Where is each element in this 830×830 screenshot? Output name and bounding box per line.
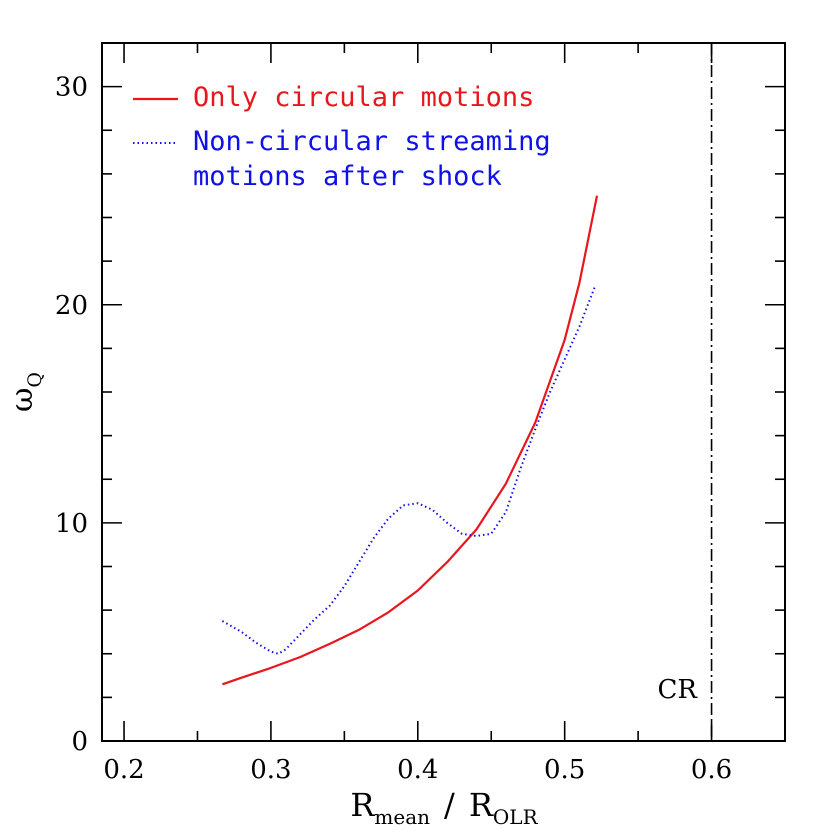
x-axis-label-sub: mean — [374, 805, 430, 829]
y-axis-label: ωQ — [5, 372, 46, 412]
x-axis-label-main: R — [350, 786, 375, 824]
x-tick-labels: 0.2 0.3 0.4 0.5 0.6 — [103, 755, 732, 785]
x-tick-label: 0.3 — [250, 755, 291, 785]
x-axis-label-sub2: OLR — [493, 805, 539, 829]
y-axis-label-sub: Q — [24, 372, 46, 388]
y-tick-labels: 0 10 20 30 — [55, 73, 88, 757]
y-tick-label: 0 — [71, 727, 88, 757]
legend-label-streaming-line2: motions after shock — [193, 161, 502, 192]
x-axis-label: Rmean / ROLR — [350, 786, 538, 829]
x-tick-label: 0.6 — [691, 755, 732, 785]
cr-label: CR — [658, 675, 699, 705]
legend: Only circular motions Non-circular strea… — [133, 82, 551, 192]
series-circular-line — [222, 195, 599, 686]
x-axis-label-sep: / — [444, 786, 455, 824]
y-tick-label: 10 — [55, 509, 88, 539]
x-tick-label: 0.4 — [397, 755, 438, 785]
tick-marks — [102, 42, 786, 742]
legend-label-circular: Only circular motions — [193, 82, 534, 113]
series-streaming-line — [221, 284, 597, 655]
y-axis-label-main: ω — [5, 388, 40, 412]
legend-label-streaming-line1: Non-circular streaming — [193, 126, 551, 157]
y-tick-label: 30 — [55, 73, 88, 103]
x-tick-label: 0.2 — [103, 755, 144, 785]
x-tick-label: 0.5 — [544, 755, 585, 785]
series-layer — [221, 195, 599, 686]
svg-text:ωQ: ωQ — [5, 372, 46, 412]
x-axis-label-main2: R — [469, 786, 494, 824]
y-tick-label: 20 — [55, 291, 88, 321]
